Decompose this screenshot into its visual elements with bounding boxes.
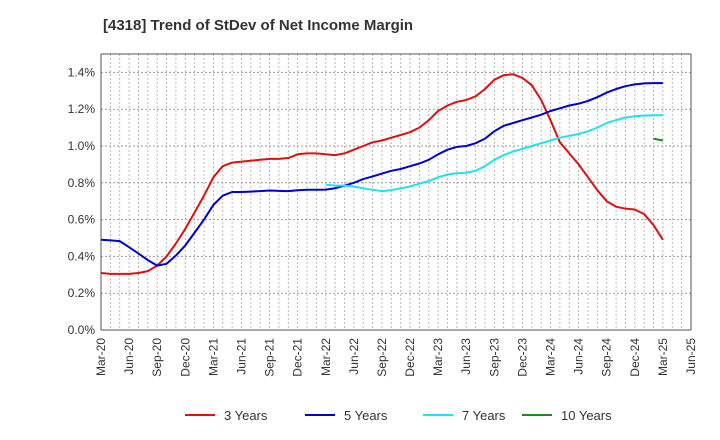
x-tick-label: Sep-23 [487, 338, 501, 377]
series-line-3 [325, 114, 663, 193]
y-tick-label: 0.8% [68, 176, 96, 190]
x-tick-label: Jun-25 [684, 338, 698, 375]
x-tick-label: Mar-21 [206, 338, 220, 376]
y-tick-label: 0.6% [68, 213, 96, 227]
series-line-4 [653, 137, 664, 142]
series-line-1 [100, 73, 664, 275]
y-tick-label: 0.0% [68, 323, 96, 337]
x-tick-label: Mar-24 [544, 338, 558, 376]
x-tick-label: Jun-21 [234, 338, 248, 375]
y-tick-label: 1.0% [68, 139, 96, 153]
y-tick-label: 0.2% [68, 286, 96, 300]
x-tick-label: Dec-22 [403, 338, 417, 377]
legend-label-1: 3 Years [224, 408, 268, 423]
legend: 3 Years 5 Years 7 Years 10 Years [185, 408, 612, 423]
x-tick-label: Sep-22 [375, 338, 389, 377]
x-tick-label: Dec-24 [628, 338, 642, 377]
y-axis: 0.0% 0.2% 0.4% 0.6% 0.8% 1.0% 1.2% 1.4% [68, 65, 96, 337]
x-tick-label: Jun-22 [347, 338, 361, 375]
series-line-2 [100, 82, 663, 267]
x-tick-label: Dec-20 [178, 338, 192, 377]
y-tick-label: 1.4% [68, 65, 96, 79]
x-tick-label: Jun-24 [572, 338, 586, 375]
y-tick-label: 0.4% [68, 249, 96, 263]
series-lines [100, 73, 664, 275]
legend-label-2: 5 Years [344, 408, 388, 423]
x-tick-label: Mar-20 [94, 338, 108, 376]
x-tick-label: Mar-22 [319, 338, 333, 376]
x-tick-label: Jun-23 [459, 338, 473, 375]
x-tick-label: Mar-23 [431, 338, 445, 376]
grid [100, 54, 692, 331]
legend-label-3: 7 Years [462, 408, 506, 423]
x-tick-label: Sep-24 [600, 338, 614, 377]
plot-area-frame [100, 53, 692, 331]
x-tick-label: Sep-20 [150, 338, 164, 377]
y-tick-label: 1.2% [68, 102, 96, 116]
chart-title: [4318] Trend of StDev of Net Income Marg… [103, 17, 413, 34]
x-tick-label: Dec-21 [291, 338, 305, 377]
legend-label-4: 10 Years [561, 408, 612, 423]
x-tick-label: Jun-20 [122, 338, 136, 375]
x-tick-label: Sep-21 [263, 338, 277, 377]
x-tick-label: Dec-23 [515, 338, 529, 377]
x-axis: Mar-20 Jun-20 Sep-20 Dec-20 Mar-21 Jun-21 Sep-… [94, 338, 698, 377]
x-tick-label: Mar-25 [656, 338, 670, 376]
